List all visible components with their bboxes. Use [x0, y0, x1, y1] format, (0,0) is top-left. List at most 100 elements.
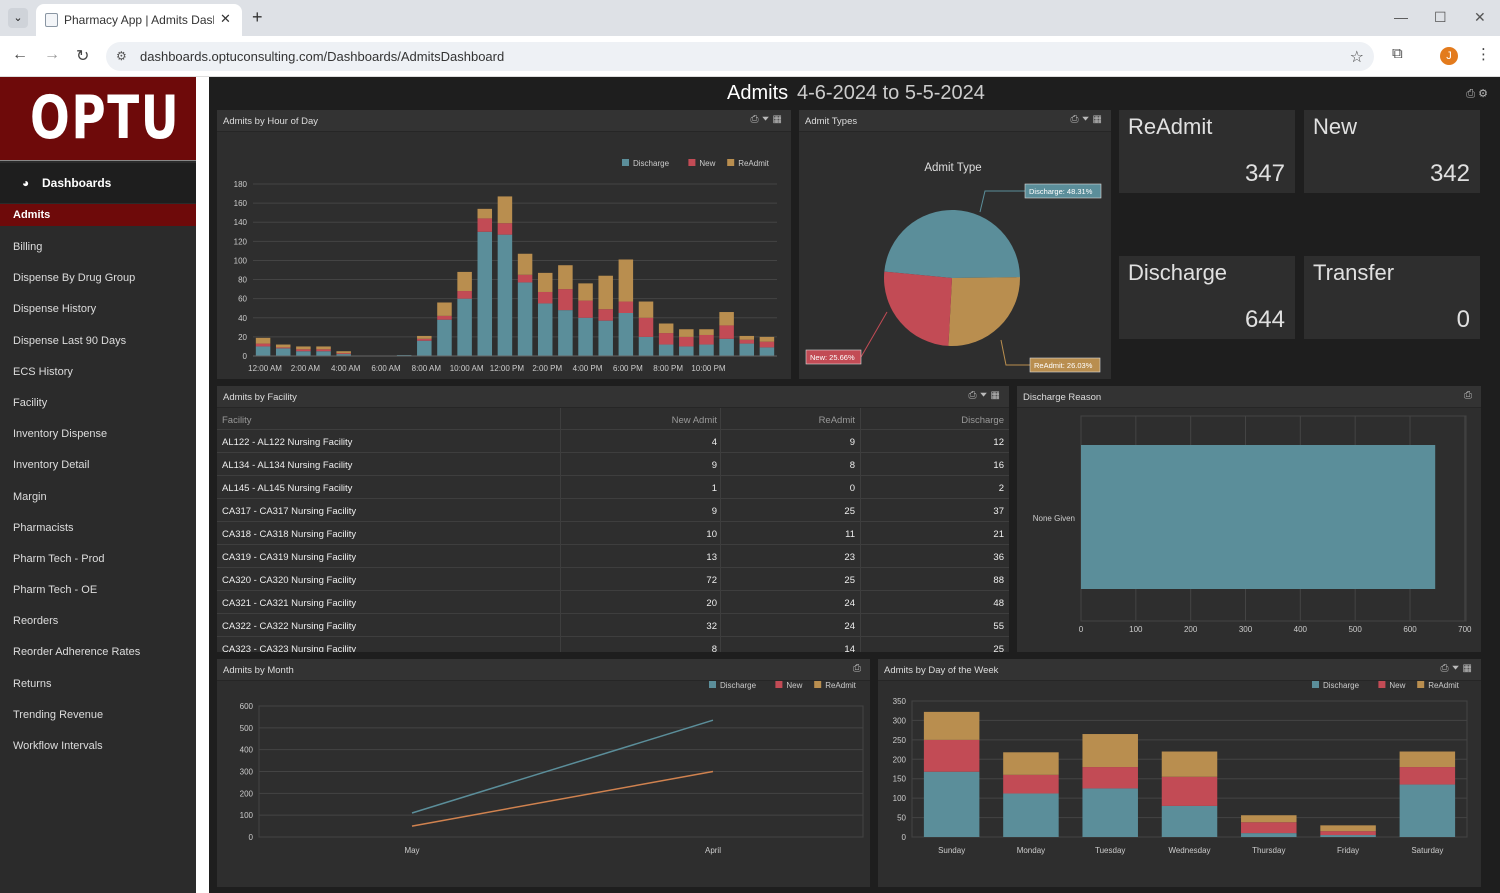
- hour-bar-readmit: [739, 335, 755, 340]
- sidebar-item-dispense-by-drug-group[interactable]: Dispense By Drug Group: [13, 272, 136, 285]
- export-icon[interactable]: ⎙: [968, 390, 980, 401]
- hour-bar-discharge: [638, 336, 654, 356]
- hour-bar-new: [255, 343, 271, 347]
- table-row[interactable]: CA319 - CA319 Nursing Facility 13 23 36: [217, 545, 1009, 568]
- browser-menu-icon[interactable]: ⋮: [1476, 46, 1491, 63]
- sidebar-item-pharm-tech-prod[interactable]: Pharm Tech - Prod: [13, 552, 105, 565]
- table-cell: AL134 - AL134 Nursing Facility: [222, 460, 353, 471]
- layout-icon[interactable]: ▦: [772, 114, 785, 125]
- x-tick-label: Friday: [1337, 846, 1359, 855]
- x-tick-label: 8:00 PM: [653, 364, 683, 373]
- y-tick-label: 350: [893, 697, 907, 706]
- column-header[interactable]: Facility: [222, 415, 252, 426]
- sidebar-item-reorder-adherence-rates[interactable]: Reorder Adherence Rates: [13, 646, 141, 659]
- table-cell: CA320 - CA320 Nursing Facility: [222, 575, 357, 586]
- hour-bar-readmit: [699, 329, 714, 335]
- address-bar[interactable]: ⚙ dashboards.optuconsulting.com/Dashboar…: [106, 42, 1374, 71]
- hour-bar-readmit: [457, 271, 472, 292]
- profile-avatar[interactable]: J: [1440, 47, 1458, 65]
- y-tick-label: 300: [893, 716, 907, 725]
- export-icon[interactable]: ⎙: [750, 114, 762, 125]
- sidebar-item-dispense-last-90-days[interactable]: Dispense Last 90 Days: [13, 334, 127, 347]
- week-bar-discharge: [1241, 833, 1297, 837]
- optu-logo[interactable]: OPTU: [0, 77, 196, 161]
- table-row[interactable]: CA323 - CA323 Nursing Facility 8 14 25: [217, 637, 1009, 652]
- sidebar-item-pharm-tech-oe[interactable]: Pharm Tech - OE: [13, 584, 98, 597]
- table-cell: 48: [993, 598, 1004, 609]
- table-row[interactable]: CA317 - CA317 Nursing Facility 9 25 37: [217, 499, 1009, 522]
- sidebar-item-trending-revenue[interactable]: Trending Revenue: [13, 708, 104, 721]
- table-cell: CA318 - CA318 Nursing Facility: [222, 529, 357, 540]
- week-bar-discharge: [1082, 788, 1138, 837]
- table-row[interactable]: AL122 - AL122 Nursing Facility 4 9 12: [217, 430, 1009, 453]
- new-tab-icon[interactable]: +: [252, 7, 263, 27]
- layout-icon[interactable]: ▦: [1462, 663, 1475, 674]
- week-bar-readmit: [1399, 751, 1456, 768]
- sidebar-item-admits[interactable]: Admits: [0, 204, 196, 226]
- close-tab-icon[interactable]: ✕: [220, 11, 231, 26]
- parameters-icon[interactable]: ⚙: [1478, 88, 1488, 100]
- hour-bar-readmit: [658, 323, 674, 334]
- x-tick-label: May: [404, 846, 419, 855]
- reload-icon[interactable]: ↻: [76, 48, 90, 65]
- sidebar-item-pharmacists[interactable]: Pharmacists: [13, 521, 74, 534]
- y-tick-label: 150: [893, 775, 907, 784]
- table-row[interactable]: AL134 - AL134 Nursing Facility 9 8 16: [217, 453, 1009, 476]
- y-tick-label: 250: [893, 736, 907, 745]
- layout-icon[interactable]: ▦: [1092, 114, 1105, 125]
- hour-bar-readmit: [275, 344, 291, 348]
- sidebar-item-inventory-detail[interactable]: Inventory Detail: [13, 459, 90, 472]
- x-tick-label: Thursday: [1252, 846, 1285, 855]
- minimize-icon[interactable]: —: [1394, 9, 1408, 25]
- close-window-icon[interactable]: ✕: [1474, 9, 1486, 25]
- y-tick-label: 400: [240, 746, 254, 755]
- table-row[interactable]: CA321 - CA321 Nursing Facility 20 24 48: [217, 591, 1009, 614]
- column-header[interactable]: Discharge: [961, 415, 1004, 426]
- sidebar-item-facility[interactable]: Facility: [13, 396, 48, 409]
- hour-bar-discharge: [558, 310, 573, 356]
- table-row[interactable]: AL145 - AL145 Nursing Facility 1 0 2: [217, 476, 1009, 499]
- kpi-value: 347: [1244, 160, 1285, 187]
- filter-icon[interactable]: ⏷: [761, 114, 773, 125]
- table-row[interactable]: CA318 - CA318 Nursing Facility 10 11 21: [217, 522, 1009, 545]
- sidebar-item-inventory-dispense[interactable]: Inventory Dispense: [13, 428, 108, 441]
- filter-icon[interactable]: ⏷: [1451, 663, 1463, 674]
- export-icon[interactable]: ⎙: [1070, 114, 1082, 125]
- column-header[interactable]: New Admit: [671, 415, 717, 426]
- sidebar-item-reorders[interactable]: Reorders: [13, 615, 59, 628]
- sidebar-item-billing[interactable]: Billing: [13, 241, 43, 253]
- hour-bar-new: [759, 341, 775, 348]
- sidebar-item-workflow-intervals[interactable]: Workflow Intervals: [13, 740, 103, 752]
- filter-icon[interactable]: ⏷: [979, 390, 991, 401]
- table-cell: 25: [844, 506, 855, 517]
- table-cell: 8: [711, 644, 717, 652]
- tab-search-icon[interactable]: ⌄: [8, 8, 28, 28]
- browser-tab[interactable]: Pharmacy App | Admits Dashboard ✕: [36, 4, 242, 36]
- sidebar-item-returns[interactable]: Returns: [13, 677, 52, 690]
- export-icon[interactable]: ⎙: [1440, 663, 1452, 674]
- sidebar-item-margin[interactable]: Margin: [13, 490, 47, 503]
- sidebar-item-dispense-history[interactable]: Dispense History: [13, 303, 97, 316]
- column-header[interactable]: ReAdmit: [818, 415, 855, 426]
- dashboards-header[interactable]: ◕ Dashboards: [0, 163, 196, 203]
- forward-icon[interactable]: →: [44, 46, 60, 63]
- kpi-value: 644: [1244, 306, 1285, 333]
- back-icon[interactable]: ←: [12, 46, 28, 63]
- sidebar: OPTU ◕ Dashboards Admits Billing Dispense …: [0, 77, 196, 767]
- hour-bar-discharge: [658, 344, 674, 356]
- table-cell: 24: [844, 598, 855, 609]
- layout-icon[interactable]: ▦: [990, 390, 1003, 401]
- bookmark-star-icon[interactable]: ☆: [1349, 49, 1364, 66]
- export-icon[interactable]: ⎙: [853, 663, 864, 674]
- extensions-icon[interactable]: ⧉: [1392, 45, 1403, 62]
- table-row[interactable]: CA320 - CA320 Nursing Facility 72 25 88: [217, 568, 1009, 591]
- table-row[interactable]: CA322 - CA322 Nursing Facility 32 24 55: [217, 614, 1009, 637]
- maximize-icon[interactable]: ☐: [1434, 9, 1447, 25]
- site-info-icon[interactable]: ⚙: [116, 49, 127, 63]
- table-cell: 14: [844, 644, 855, 652]
- filter-icon[interactable]: ⏷: [1081, 114, 1093, 125]
- url-text[interactable]: dashboards.optuconsulting.com/Dashboards…: [140, 49, 505, 64]
- export-icon[interactable]: ⎙: [1466, 88, 1476, 100]
- export-icon[interactable]: ⎙: [1464, 390, 1475, 401]
- sidebar-item-ecs-history[interactable]: ECS History: [13, 365, 73, 378]
